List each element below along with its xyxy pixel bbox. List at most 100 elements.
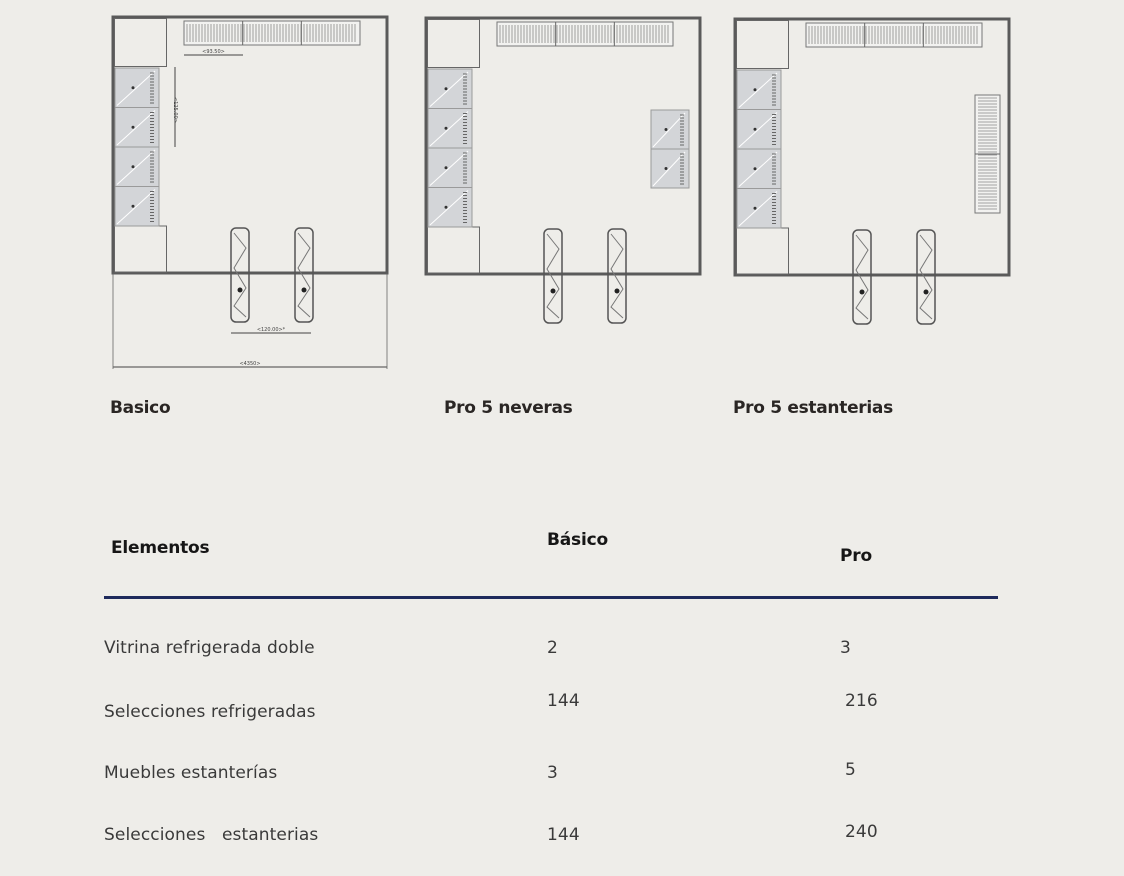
fridge-handle bbox=[444, 126, 448, 130]
storage-box bbox=[114, 225, 167, 273]
dimension-line: <4350> bbox=[113, 361, 387, 368]
row-element: Selecciones refrigeradas bbox=[104, 702, 316, 722]
fridge-handle bbox=[131, 86, 135, 90]
turnstile-frame bbox=[543, 228, 563, 324]
fridge-handle bbox=[131, 204, 135, 208]
plan-title-pro-estanterias: Pro 5 estanterias bbox=[733, 398, 893, 418]
storage-box bbox=[427, 19, 480, 68]
room-wall bbox=[733, 17, 1011, 277]
turnstile-truss bbox=[855, 234, 869, 320]
dimension-line: <125.00> bbox=[172, 67, 178, 147]
turnstile-joint bbox=[550, 288, 556, 294]
fridge-handle bbox=[131, 125, 135, 129]
fridge-column-left bbox=[114, 67, 160, 227]
fridge-handle bbox=[444, 205, 448, 209]
fridge-column-right bbox=[650, 109, 690, 189]
header-elementos: Elementos bbox=[111, 538, 210, 558]
room-wall bbox=[424, 16, 702, 276]
dimension-line: <120.00>* bbox=[231, 327, 311, 334]
fridge-glass bbox=[116, 70, 156, 106]
fridge-handle bbox=[444, 166, 448, 170]
row-basic: 2 bbox=[547, 638, 558, 658]
turnstile-frame bbox=[607, 228, 627, 324]
turnstile-joint bbox=[614, 288, 620, 294]
fridge-glass bbox=[429, 190, 469, 226]
dimension-label: <125.00> bbox=[172, 97, 178, 123]
floor-plan-basico: <93.50> <125.00> <120.00>* <4350> bbox=[111, 15, 389, 369]
turnstile-truss bbox=[610, 233, 624, 319]
row-element: Selecciones estanterias bbox=[104, 825, 319, 845]
turnstile bbox=[852, 229, 872, 325]
fridge-glass bbox=[652, 112, 686, 148]
turnstile bbox=[543, 228, 563, 324]
fridge-handle bbox=[131, 165, 135, 169]
row-basic: 144 bbox=[547, 825, 580, 845]
fridge-glass bbox=[116, 189, 156, 225]
turnstile-truss bbox=[297, 232, 311, 318]
turnstile-frame bbox=[916, 229, 936, 325]
storage-box bbox=[427, 226, 480, 274]
row-pro: 3 bbox=[840, 638, 851, 658]
fridge-handle bbox=[444, 87, 448, 91]
turnstile-joint bbox=[237, 287, 243, 293]
fridge-handle bbox=[753, 127, 757, 131]
storage-box bbox=[736, 227, 789, 275]
turnstile-frame bbox=[230, 227, 250, 323]
fridge-glass bbox=[738, 191, 778, 227]
dimension-label: <93.50> bbox=[202, 49, 225, 55]
row-element: Vitrina refrigerada doble bbox=[104, 638, 315, 658]
fridge-glass bbox=[429, 71, 469, 107]
top-shelf bbox=[805, 22, 983, 48]
turnstile bbox=[607, 228, 627, 324]
right-shelf bbox=[974, 94, 1001, 214]
fridge-handle bbox=[753, 88, 757, 92]
floor-plans: <93.50> <125.00> <120.00>* <4350> bbox=[111, 15, 1011, 369]
turnstile bbox=[294, 227, 314, 323]
turnstile-joint bbox=[859, 289, 865, 295]
fridge-handle bbox=[753, 206, 757, 210]
turnstile-joint bbox=[301, 287, 307, 293]
fridge-glass bbox=[738, 151, 778, 187]
fridge-glass bbox=[738, 72, 778, 108]
row-pro: 216 bbox=[845, 691, 878, 711]
fridge-glass bbox=[429, 150, 469, 186]
row-pro: 5 bbox=[845, 760, 856, 780]
turnstile bbox=[916, 229, 936, 325]
turnstile-frame bbox=[294, 227, 314, 323]
fridge-glass bbox=[652, 151, 686, 187]
fridge-glass bbox=[116, 110, 156, 146]
top-shelf bbox=[183, 20, 361, 46]
row-basic: 3 bbox=[547, 763, 558, 783]
storage-box bbox=[736, 20, 789, 69]
dimension-label: <4350> bbox=[239, 361, 260, 367]
fridge-glass bbox=[429, 111, 469, 147]
fridge-column-left bbox=[427, 68, 473, 228]
floor-plan-pro-5-estanterias bbox=[733, 17, 1011, 325]
turnstile-truss bbox=[233, 232, 247, 318]
header-pro: Pro bbox=[840, 546, 872, 566]
row-pro: 240 bbox=[845, 822, 878, 842]
row-element: Muebles estanterías bbox=[104, 763, 278, 783]
dimension-line: <93.50> bbox=[184, 49, 243, 56]
fridge-handle bbox=[664, 128, 668, 131]
fridge-glass bbox=[116, 149, 156, 185]
fridge-handle bbox=[664, 167, 668, 170]
row-basic: 144 bbox=[547, 691, 580, 711]
dimension-label: <120.00>* bbox=[257, 327, 286, 333]
turnstile-truss bbox=[546, 233, 560, 319]
header-divider bbox=[104, 596, 998, 599]
top-shelf bbox=[496, 21, 674, 47]
fridge-handle bbox=[753, 167, 757, 171]
turnstile-truss bbox=[919, 234, 933, 320]
turnstile bbox=[230, 227, 250, 323]
turnstile-frame bbox=[852, 229, 872, 325]
room-wall bbox=[111, 15, 389, 275]
plan-title-pro-neveras: Pro 5 neveras bbox=[444, 398, 573, 418]
header-basico: Básico bbox=[547, 530, 608, 550]
fridge-glass bbox=[738, 112, 778, 148]
fridge-column-left bbox=[736, 69, 782, 229]
plan-title-basico: Basico bbox=[110, 398, 171, 418]
turnstile-joint bbox=[923, 289, 929, 295]
floor-plan-pro-5-neveras bbox=[424, 16, 702, 324]
storage-box bbox=[114, 18, 167, 67]
